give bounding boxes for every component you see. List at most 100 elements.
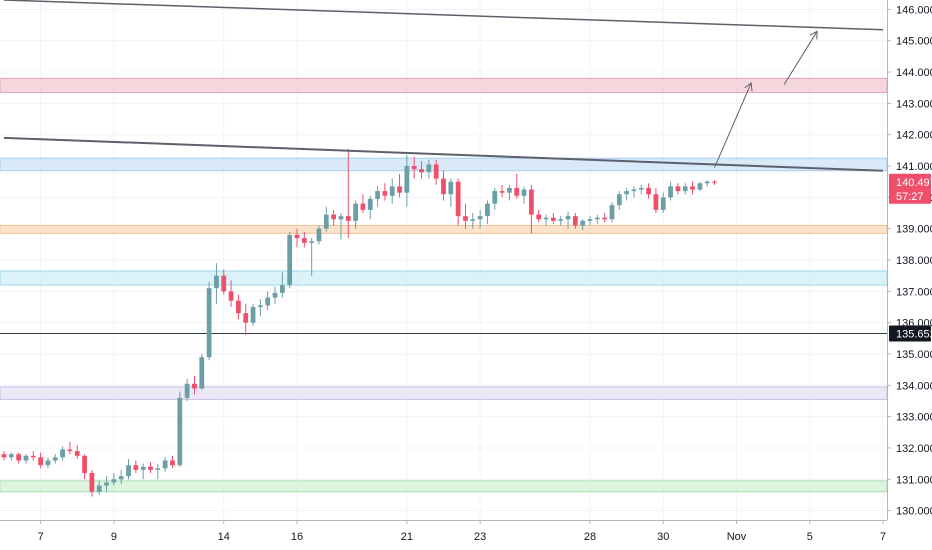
price-badges: 140.497 57:27 135.652 <box>889 173 932 342</box>
candle-body <box>199 357 205 389</box>
time-tick-label: 5 <box>807 531 813 543</box>
candle-body <box>214 275 219 289</box>
candle-body <box>170 460 175 466</box>
zones <box>0 77 888 493</box>
candle <box>118 469 124 484</box>
candle <box>177 391 183 467</box>
candle <box>529 184 534 234</box>
candle <box>133 460 139 474</box>
candle-body <box>236 300 241 314</box>
candle <box>8 452 14 461</box>
candle <box>507 184 512 201</box>
price-zone <box>0 480 888 493</box>
candle-body <box>690 186 695 190</box>
candle-body <box>23 455 29 461</box>
candle-body <box>704 181 710 184</box>
candle <box>155 463 161 480</box>
candle <box>265 291 271 311</box>
candle-body <box>492 191 498 204</box>
candle-body <box>331 214 337 220</box>
candle <box>162 457 168 472</box>
candle <box>38 452 44 469</box>
candle-body <box>184 383 190 398</box>
candle-body <box>104 482 109 486</box>
candle <box>550 213 556 224</box>
price-zone <box>0 157 888 172</box>
candle-body <box>507 187 512 193</box>
candle <box>397 173 402 198</box>
candle <box>602 213 608 223</box>
candle <box>485 200 490 224</box>
candle-body <box>404 166 410 193</box>
candle-body <box>118 476 124 480</box>
price-badge-label: 135.652 <box>896 329 932 341</box>
candle-body <box>382 191 388 196</box>
candle <box>682 183 688 195</box>
candle <box>30 451 36 461</box>
candle-body <box>228 291 234 301</box>
candle-body <box>206 288 212 358</box>
time-tick-label: 14 <box>218 531 230 543</box>
time-tick-label: 7 <box>38 531 44 543</box>
candle <box>140 463 146 480</box>
candle-body <box>67 449 73 452</box>
price-tick-label: 145.000 <box>896 36 932 48</box>
candle-body <box>389 186 395 196</box>
trendline <box>3 0 884 31</box>
candle-body <box>631 189 637 192</box>
candle <box>660 192 666 214</box>
time-tick-label: 30 <box>657 531 669 543</box>
candle <box>565 211 571 229</box>
candle <box>690 181 695 195</box>
candle-body <box>367 198 373 210</box>
candle-body <box>411 166 417 170</box>
time-tick-label: Nov <box>727 531 747 543</box>
candle-body <box>294 234 300 239</box>
candle <box>360 194 366 214</box>
candle-body <box>353 203 358 221</box>
price-zone <box>0 270 888 286</box>
candle-body <box>565 216 571 220</box>
candle <box>433 159 439 185</box>
candle-body <box>148 466 153 470</box>
candle <box>455 178 461 226</box>
price-tick-label: 141.000 <box>896 161 932 173</box>
candle-body <box>572 216 578 226</box>
candle <box>704 180 710 187</box>
candle <box>353 200 358 229</box>
candle <box>279 272 285 298</box>
candle-body <box>287 234 293 286</box>
candle <box>653 187 659 214</box>
candle <box>221 269 227 295</box>
price-tick-label: 142.000 <box>896 130 932 142</box>
candle-body <box>660 197 666 210</box>
price-tick-label: 143.000 <box>896 98 932 110</box>
price-zone <box>0 77 888 93</box>
candle <box>499 184 505 198</box>
candle-body <box>529 189 534 215</box>
candle <box>316 225 322 245</box>
candle-body <box>155 468 161 470</box>
candle <box>492 187 498 210</box>
candle <box>543 214 549 226</box>
candle-body <box>609 205 615 220</box>
candle <box>536 209 542 223</box>
candle-body <box>433 164 439 179</box>
candle <box>199 353 205 390</box>
time-axis-ticks: 7 9 14 16 21 23 28 30 Nov 5 7 <box>38 520 886 543</box>
candle <box>345 148 351 239</box>
price-tick-label: 133.000 <box>896 412 932 424</box>
projection-arrow <box>783 30 818 85</box>
time-tick-label: 7 <box>880 531 886 543</box>
candle-body <box>323 214 329 229</box>
candle <box>668 181 673 201</box>
candle <box>236 294 241 320</box>
candle <box>594 214 600 224</box>
price-tick-label: 134.000 <box>896 380 932 392</box>
candle-body <box>668 186 673 198</box>
candle-body <box>580 220 586 226</box>
candle <box>441 170 446 201</box>
candle-body <box>74 451 80 456</box>
